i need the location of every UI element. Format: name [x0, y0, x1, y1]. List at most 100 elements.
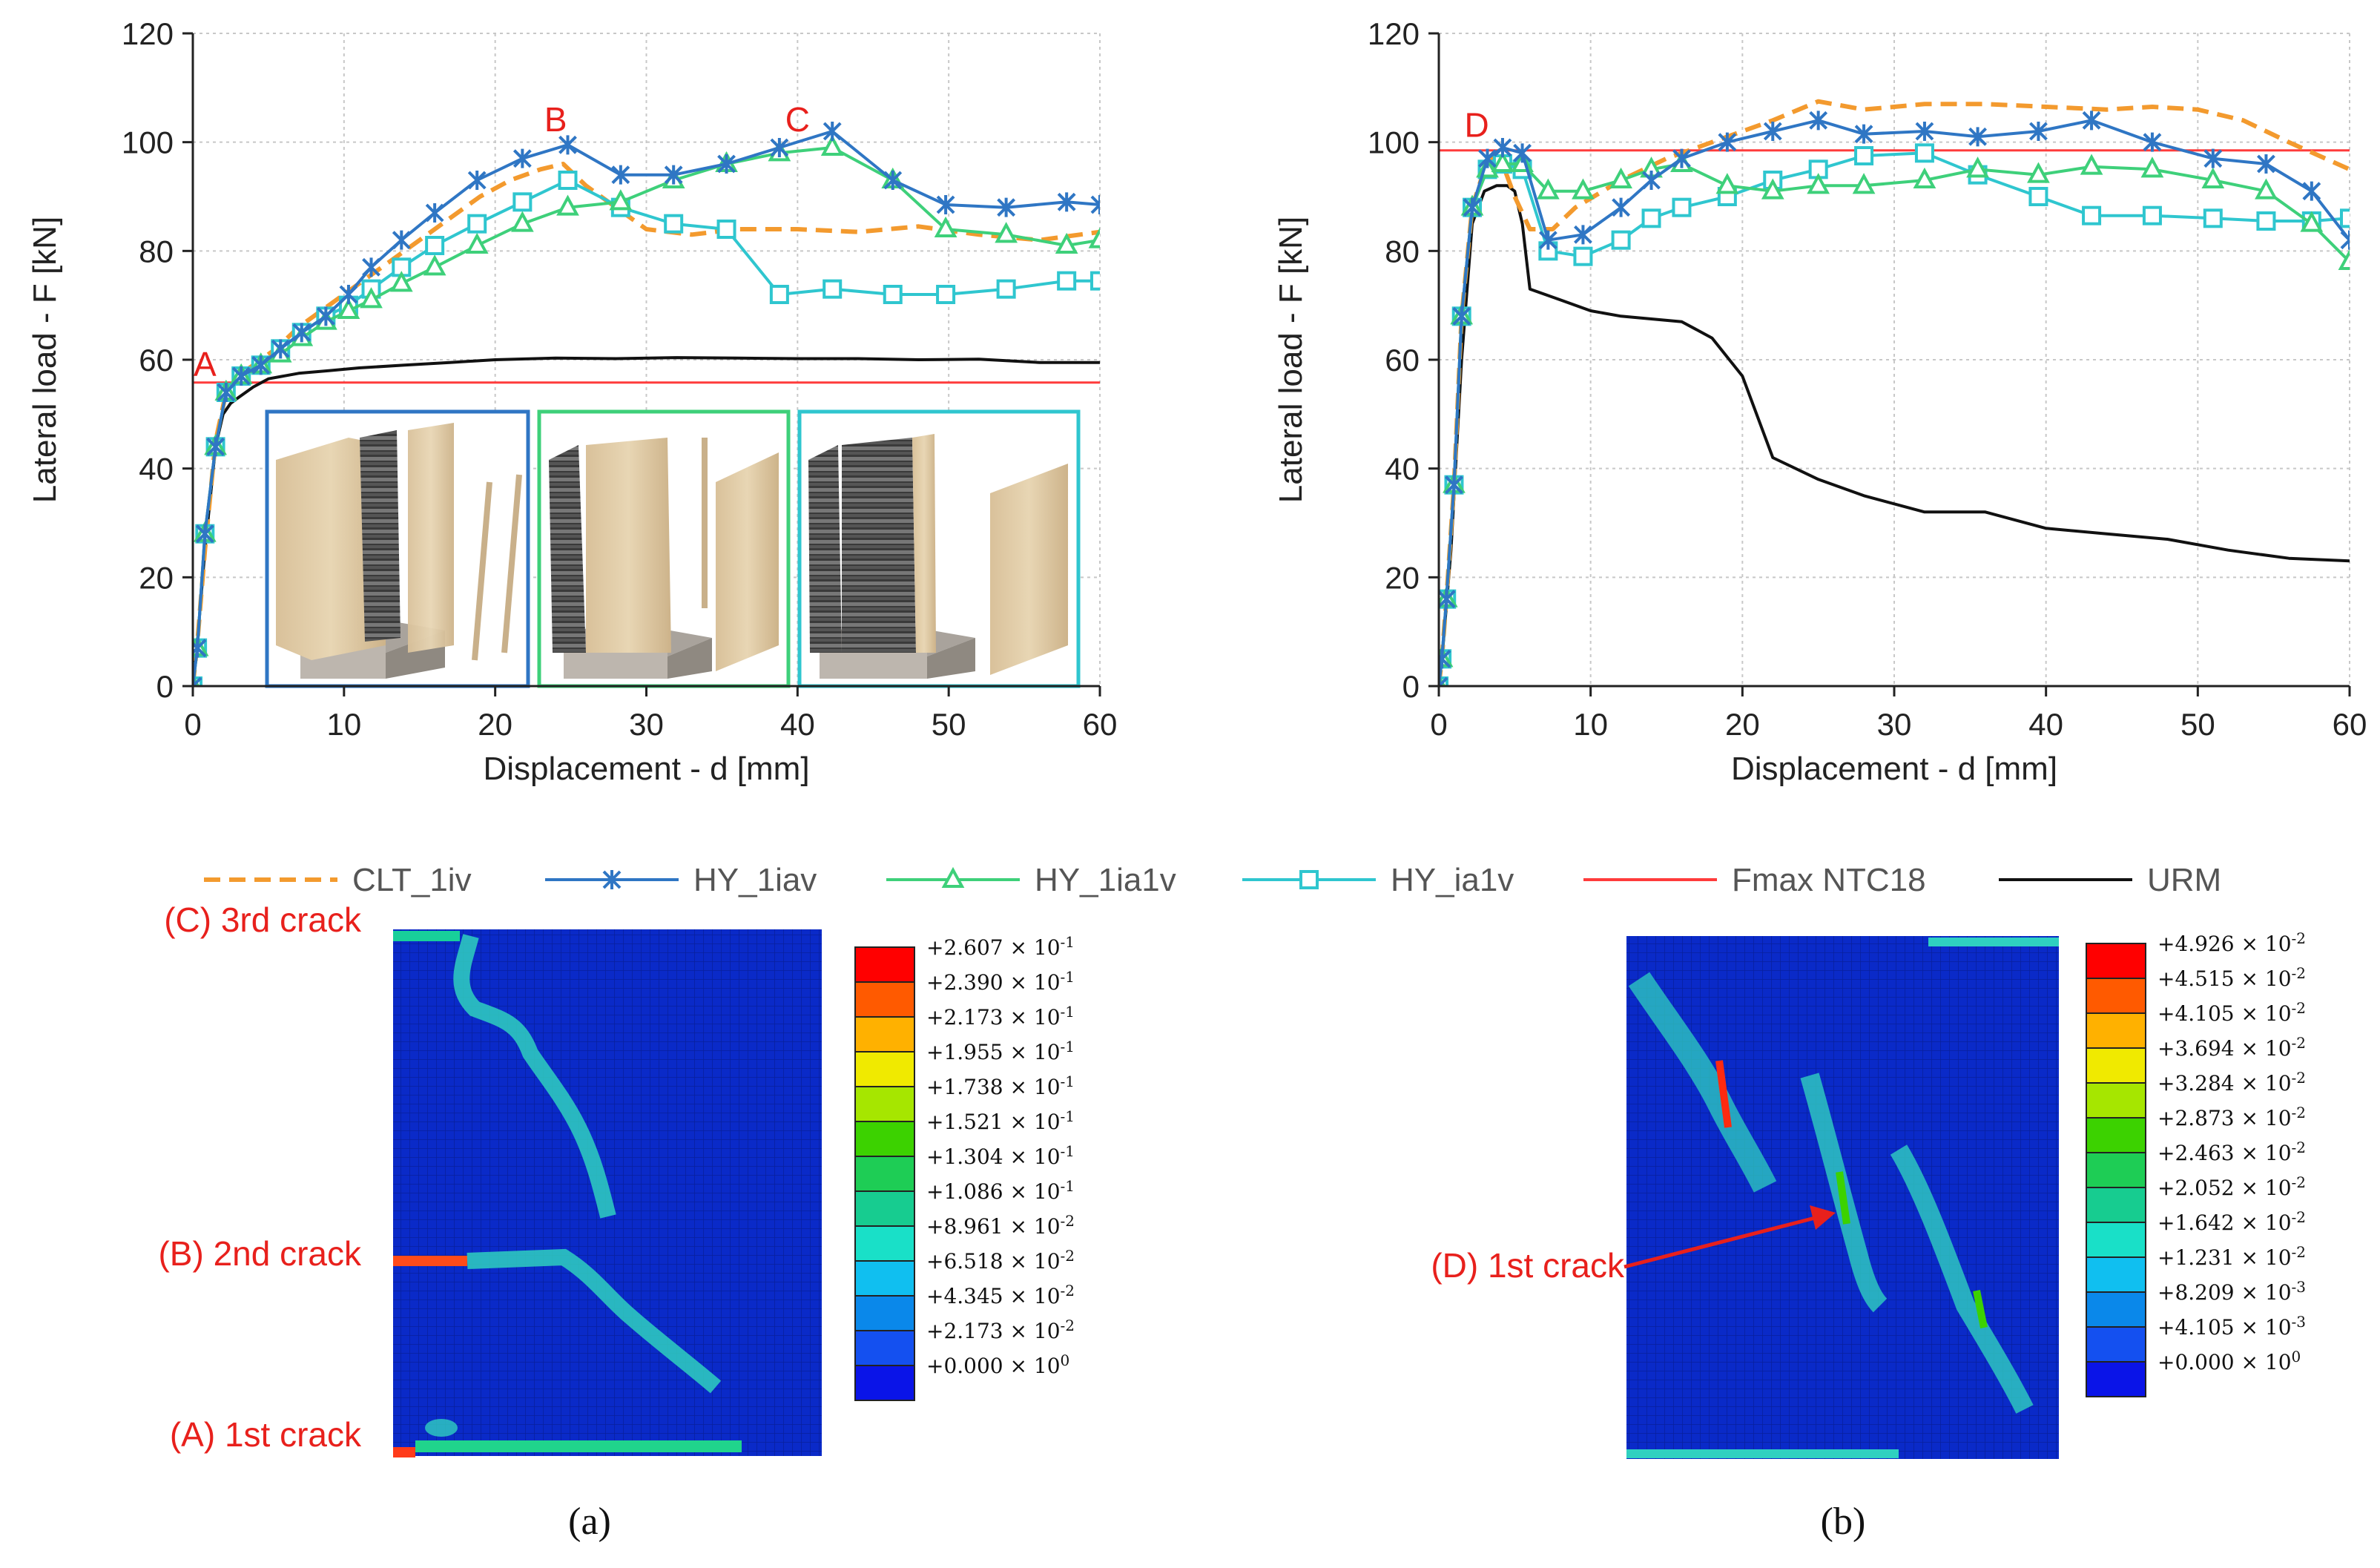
- colorbarA-swatch: [854, 1260, 915, 1297]
- marker-hy-ia1v-b: [2028, 187, 2048, 206]
- marker-hy-ia1v-b: [1573, 246, 1593, 266]
- marker-hy-ia1v-b: [1641, 208, 1661, 228]
- colorbarB-label: +3.284 × 10-2: [2158, 1069, 2306, 1096]
- colorbarA-swatch: [854, 1225, 915, 1262]
- marker-hy-1iav-a: [316, 306, 335, 326]
- marker-hy-ia1v-b: [1672, 197, 1692, 217]
- xtick-label-a: 0: [184, 707, 201, 742]
- marker-hy-ia1v-b: [2142, 205, 2162, 225]
- marker-hy-1iav-b: [2203, 148, 2223, 168]
- marker-hy-ia1v-b: [2082, 205, 2102, 225]
- marker-hy-ia1v-a: [1057, 271, 1077, 291]
- marker-hy-1iav-a: [217, 383, 236, 402]
- marker-hy-ia1v-a: [936, 285, 956, 304]
- marker-hy-1ia1v-b: [1715, 173, 1739, 194]
- marker-hy-1ia1v-b: [1536, 178, 1560, 200]
- annotation-c-a: C: [785, 100, 810, 139]
- panel-b-grid: [1439, 33, 2350, 686]
- marker-hy-1ia1v-b: [2140, 157, 2164, 178]
- xtick-label-b: 20: [1725, 707, 1760, 742]
- colorbarB-label: +2.052 × 10-2: [2158, 1173, 2306, 1200]
- marker-hy-1iav-b: [2029, 122, 2048, 141]
- colorbarB-label: +8.209 × 10-3: [2158, 1278, 2306, 1305]
- marker-hy-ia1v-a: [769, 285, 789, 304]
- colorbarB-label: +4.105 × 10-2: [2158, 999, 2306, 1026]
- ytick-label-a: 80: [139, 234, 174, 269]
- marker-hy-ia1v-a: [716, 220, 736, 239]
- xtick-label-a: 20: [478, 707, 512, 742]
- panel-b-annotations: D: [1465, 105, 1489, 144]
- marker-hy-1ia1v-b: [1761, 178, 1784, 200]
- marker-hy-1iav-a: [997, 197, 1016, 217]
- marker-hy-1ia1v-b: [1966, 157, 1989, 178]
- colorbar-b: +4.926 × 10-2 +4.515 × 10-2 +4.105 × 10-2 +…: [2086, 929, 2306, 1397]
- colorbarA-swatch: [854, 1295, 915, 1331]
- colorbarA-label: +1.955 × 10-1: [926, 1038, 1075, 1064]
- marker-hy-1iav-b: [1642, 171, 1661, 190]
- marker-hy-1ia1v-b: [2338, 248, 2350, 270]
- ytick-label-b: 120: [1368, 16, 1420, 51]
- marker-hy-ia1v-b: [1611, 230, 1631, 250]
- panel-a-series: [193, 122, 1100, 686]
- marker-hy-1iav-b: [1672, 148, 1691, 168]
- panel-a-axes: 0 10 20 30 40 50 60 0 20 40 60 80 100 120 Displacement…: [27, 16, 1117, 787]
- marker-hy-ia1v-a: [823, 279, 843, 299]
- ytick-label-b: 0: [1402, 669, 1420, 704]
- marker-hy-1ia1v-a: [1088, 227, 1100, 248]
- marker-hy-1iav-a: [611, 165, 630, 185]
- xlabel-a: Displacement - d [mm]: [483, 751, 809, 787]
- colorbarB-swatch: [2086, 1117, 2146, 1153]
- marker-hy-1iav-a: [195, 524, 214, 544]
- colorbarA-swatch: [854, 1051, 915, 1087]
- series-line-urm-b: [1439, 184, 2350, 686]
- marker-hy-1iav-a: [231, 366, 251, 386]
- ytick-label-b: 40: [1385, 452, 1420, 487]
- marker-hy-1ia1v-a: [1055, 232, 1078, 254]
- ytick-label-a: 100: [122, 125, 174, 160]
- marker-hy-ia1v-b: [1854, 146, 1874, 165]
- marker-hy-1ia1v-b: [1609, 167, 1632, 188]
- wall-model-2-image: [549, 438, 779, 679]
- crack-pattern-b: [1626, 938, 2059, 1458]
- crack-label-a: (A) 1st crack: [170, 1415, 362, 1454]
- marker-hy-1ia1v-b: [2080, 154, 2103, 175]
- marker-hy-1iav-b: [1718, 132, 1737, 152]
- xtick-label-b: 10: [1573, 707, 1608, 742]
- crack-label-c: (C) 3rd crack: [164, 900, 362, 939]
- colorbarA-swatch: [854, 1330, 915, 1366]
- marker-hy-1iav-a: [271, 339, 290, 359]
- wall-model-3-image: [808, 434, 1068, 679]
- crack-arrow: [1624, 1205, 1836, 1269]
- legend-marker-hy-1iav: [602, 870, 622, 889]
- marker-hy-1iav-b: [2143, 132, 2162, 152]
- panel-a-chart: 0 10 20 30 40 50 60 0 20 40 60 80 100 120 Displacement…: [27, 16, 1117, 787]
- crack-label-b: (B) 2nd crack: [158, 1234, 362, 1273]
- marker-hy-1iav-a: [292, 323, 311, 343]
- marker-hy-1iav-a: [1090, 195, 1100, 214]
- colorbarA-swatch: [854, 981, 915, 1018]
- marker-hy-1iav-a: [883, 171, 903, 190]
- marker-hy-1ia1v-a: [820, 134, 844, 156]
- marker-hy-1iav-b: [1574, 225, 1592, 245]
- marker-hy-1ia1v-a: [360, 287, 383, 309]
- ytick-label-b: 60: [1385, 343, 1420, 378]
- marker-hy-1iav-a: [467, 171, 487, 190]
- marker-hy-ia1v-a: [883, 285, 903, 304]
- marker-hy-1iav-a: [193, 638, 207, 658]
- marker-hy-1iav-a: [362, 257, 380, 277]
- colorbarA-swatch: [854, 1016, 915, 1053]
- marker-hy-1iav-b: [1513, 143, 1532, 163]
- colorbarB-label: +1.642 × 10-2: [2158, 1208, 2306, 1235]
- colorbarA-label: +2.173 × 10-2: [926, 1317, 1075, 1343]
- marker-hy-1iav-b: [2340, 230, 2350, 250]
- marker-hy-1ia1v-a: [995, 222, 1018, 243]
- colorbarB-swatch: [2086, 943, 2146, 979]
- marker-hy-ia1v-a: [467, 214, 487, 234]
- colorbarB-swatch: [2086, 1361, 2146, 1397]
- marker-hy-1iav-b: [2257, 154, 2275, 174]
- ytick-label-b: 100: [1368, 125, 1420, 160]
- marker-hy-1iav-b: [1809, 111, 1828, 131]
- marker-hy-1iav-b: [1478, 148, 1497, 168]
- colorbarA-swatch: [854, 1086, 915, 1122]
